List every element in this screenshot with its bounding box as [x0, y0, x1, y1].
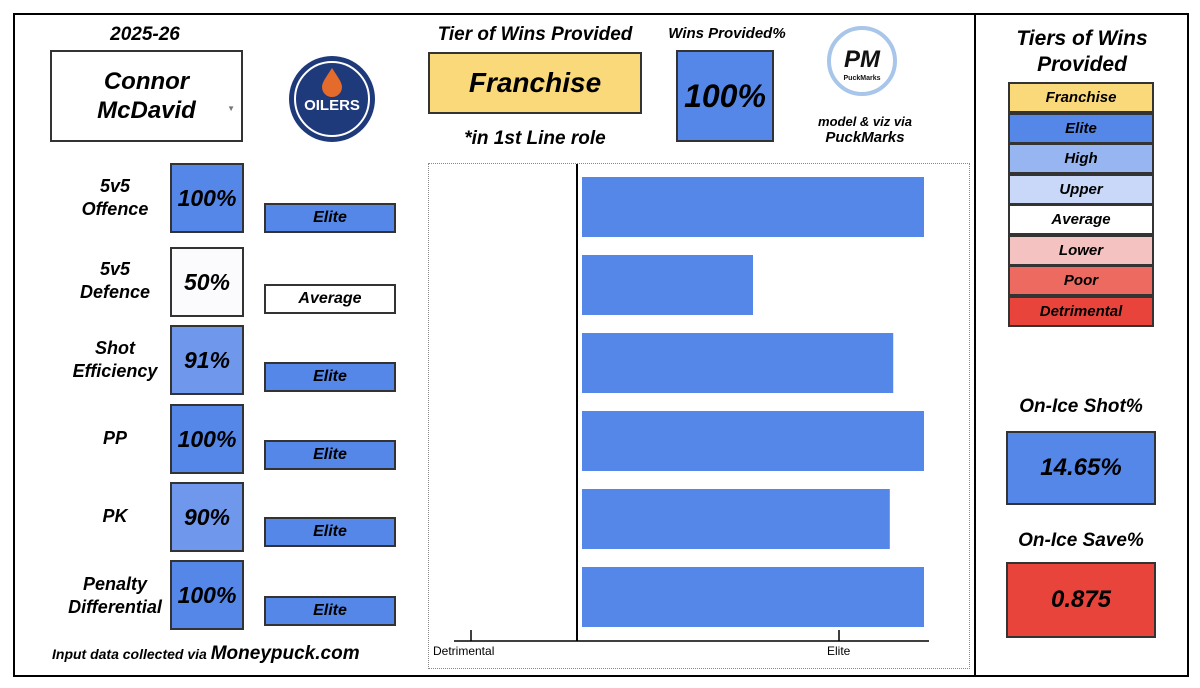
legend-item-upper: Upper — [1008, 173, 1154, 205]
panel-divider — [974, 13, 976, 677]
tier-value-box: Franchise — [428, 52, 642, 114]
input-credit-source: Moneypuck.com — [210, 643, 360, 664]
on-ice-save-value: 0.875 — [1006, 562, 1156, 638]
metric-name-2: Shot Efficiency — [72, 338, 158, 381]
chart-area: Detrimental Elite — [428, 163, 970, 669]
bar-4 — [582, 489, 890, 549]
legend-item-elite: Elite — [1008, 112, 1154, 144]
metric-tier-1: Average — [264, 284, 396, 314]
wins-provided-value: 100% — [676, 50, 774, 142]
player-first-name: Connor — [103, 68, 190, 95]
input-credit: Input data collected via Moneypuck.com — [52, 643, 412, 665]
role-note: *in 1st Line role — [464, 128, 606, 149]
metric-tier-5: Elite — [264, 596, 396, 626]
tier-title: Tier of Wins Provided — [437, 24, 633, 45]
chevron-down-icon[interactable]: ▼ — [227, 104, 235, 113]
oilers-logo: OILERS — [289, 56, 375, 142]
metric-pct-1: 50% — [170, 247, 244, 317]
metric-tier-2: Elite — [264, 362, 396, 392]
on-ice-shot-label: On-Ice Shot% — [1019, 396, 1143, 417]
player-dropdown[interactable]: Connor McDavid ▼ — [50, 50, 243, 142]
bar-chart: Detrimental Elite — [433, 164, 929, 658]
bar-0 — [582, 177, 924, 237]
metric-pct-2: 91% — [170, 325, 244, 395]
metric-pct-3: 100% — [170, 404, 244, 474]
model-credit: model & viz via PuckMarks — [790, 114, 940, 146]
metric-pct-5: 100% — [170, 560, 244, 630]
tick-label-detrimental: Detrimental — [433, 644, 494, 658]
metric-name-4: PK — [102, 506, 128, 526]
on-ice-shot-value: 14.65% — [1006, 431, 1156, 505]
wins-provided-title: Wins Provided% — [668, 25, 786, 42]
legend-item-franchise: Franchise — [1008, 82, 1154, 113]
metric-pct-0: 100% — [170, 163, 244, 233]
puckmarks-initials: PM — [844, 46, 881, 73]
metric-tier-3: Elite — [264, 440, 396, 470]
metric-name-5: Penalty Differential — [68, 574, 162, 617]
legend-title: Tiers of Wins Provided — [1016, 27, 1148, 76]
model-credit-line: model & viz via — [818, 114, 912, 129]
legend-item-lower: Lower — [1008, 234, 1154, 266]
bar-2 — [582, 333, 894, 393]
legend-item-poor: Poor — [1008, 265, 1154, 296]
oilers-logo-text: OILERS — [304, 97, 360, 114]
puckmarks-name: PuckMarks — [844, 75, 881, 82]
legend-item-high: High — [1008, 143, 1154, 174]
puckmarks-logo: PM PuckMarks — [827, 26, 897, 96]
bar-1 — [582, 255, 753, 315]
input-credit-line: Input data collected via — [52, 646, 207, 662]
model-credit-name: PuckMarks — [825, 129, 905, 146]
season-label: 2025-26 — [110, 24, 180, 45]
bar-3 — [582, 411, 924, 471]
bar-5 — [582, 567, 924, 627]
legend-item-detrimental: Detrimental — [1008, 295, 1154, 327]
metric-name-3: PP — [102, 428, 127, 448]
on-ice-save-label: On-Ice Save% — [1018, 530, 1144, 551]
card-frame — [13, 13, 1189, 677]
metric-name-0: 5v5 Offence — [81, 176, 149, 219]
player-last-name: McDavid — [97, 97, 196, 124]
legend-item-average: Average — [1008, 204, 1154, 235]
metric-tier-0: Elite — [264, 203, 396, 233]
metric-name-1: 5v5 Defence — [79, 259, 151, 302]
tick-label-elite: Elite — [827, 644, 851, 658]
metric-pct-4: 90% — [170, 482, 244, 552]
metric-tier-4: Elite — [264, 517, 396, 547]
